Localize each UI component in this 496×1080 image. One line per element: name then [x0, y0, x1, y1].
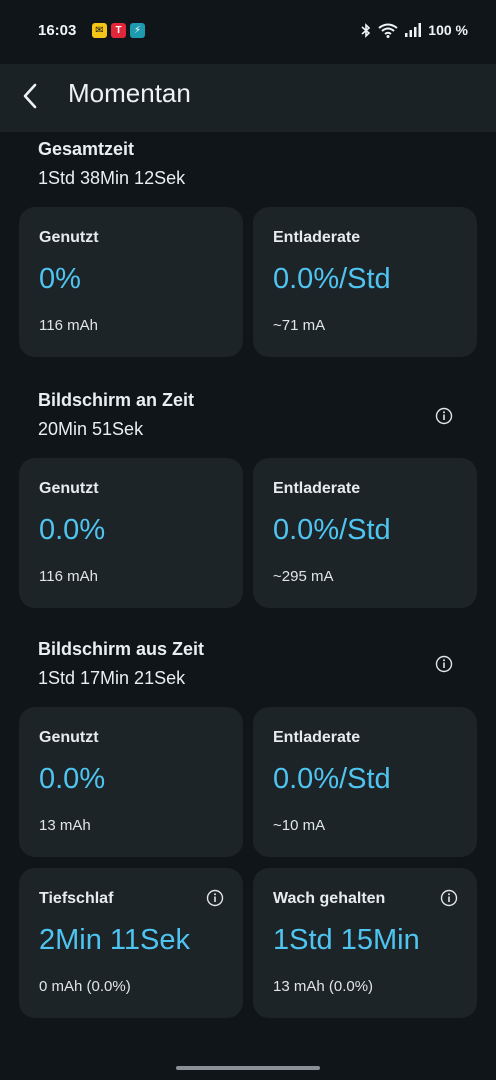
back-button[interactable]	[10, 76, 50, 116]
info-icon[interactable]	[434, 406, 454, 426]
card-label: Genutzt	[39, 229, 99, 246]
section-screen-on-value: 20Min 51Sek	[38, 419, 144, 439]
card-sub: ~295 mA	[273, 568, 334, 585]
page-title: Momentan	[68, 78, 191, 108]
back-arrow-icon	[23, 83, 37, 109]
card-label: Wach gehalten	[273, 890, 386, 907]
card-value: 0.0%/Std	[273, 263, 391, 295]
teal-bolt-icon: ⚡	[130, 23, 145, 38]
card-value: 0.0%/Std	[273, 514, 391, 546]
section-screen-on-title: Bildschirm an Zeit	[38, 390, 195, 410]
info-icon[interactable]	[434, 654, 454, 674]
battery-percent: 100 %	[428, 22, 468, 38]
status-icons: 100 %	[361, 22, 468, 38]
card-label: Entladerate	[273, 480, 361, 497]
card-value: 0.0%/Std	[273, 763, 391, 795]
section-total-value: 1Std 38Min 12Sek	[38, 168, 186, 188]
info-icon[interactable]	[205, 888, 225, 908]
card-sub: 0 mAh (0.0%)	[39, 978, 131, 995]
card-value: 0.0%	[39, 514, 106, 546]
section-total-title: Gesamtzeit	[38, 139, 135, 159]
signal-icon	[405, 23, 422, 37]
card-screen-off-rate: Entladerate 0.0%/Std ~10 mA	[253, 707, 477, 857]
card-screen-on-used: Genutzt 0.0% 116 mAh	[19, 458, 243, 608]
card-sub: 13 mAh (0.0%)	[273, 978, 374, 995]
card-sub: ~71 mA	[273, 317, 326, 334]
card-total-used: Genutzt 0% 116 mAh	[19, 207, 243, 357]
card-kept-awake: Wach gehalten 1Std 15Min 13 mAh (0.0%)	[253, 868, 477, 1018]
card-value: 0%	[39, 263, 81, 295]
card-label: Genutzt	[39, 480, 99, 497]
card-value: 2Min 11Sek	[39, 924, 190, 956]
card-deep-sleep: Tiefschlaf 2Min 11Sek 0 mAh (0.0%)	[19, 868, 243, 1018]
card-label: Entladerate	[273, 229, 361, 246]
card-sub: 116 mAh	[39, 568, 98, 585]
app-header: Momentan	[0, 64, 496, 132]
red-app-icon: T	[111, 23, 126, 38]
card-label: Genutzt	[39, 729, 99, 746]
status-bar: 16:03 ✉ T ⚡ 100 %	[0, 0, 496, 64]
info-icon[interactable]	[439, 888, 459, 908]
wifi-icon	[378, 23, 398, 38]
section-screen-off-value: 1Std 17Min 21Sek	[38, 668, 186, 688]
card-sub: 13 mAh	[39, 817, 91, 834]
orange-app-icon: ✉	[92, 23, 107, 38]
bluetooth-icon	[361, 22, 371, 38]
status-time: 16:03	[38, 22, 77, 39]
card-label: Entladerate	[273, 729, 361, 746]
card-label: Tiefschlaf	[39, 890, 114, 907]
card-screen-off-used: Genutzt 0.0% 13 mAh	[19, 707, 243, 857]
card-value: 1Std 15Min	[273, 924, 420, 956]
gesture-nav-bar[interactable]	[176, 1066, 320, 1070]
card-total-rate: Entladerate 0.0%/Std ~71 mA	[253, 207, 477, 357]
section-screen-off-title: Bildschirm aus Zeit	[38, 639, 205, 659]
card-sub: 116 mAh	[39, 317, 98, 334]
card-sub: ~10 mA	[273, 817, 326, 834]
card-value: 0.0%	[39, 763, 106, 795]
card-screen-on-rate: Entladerate 0.0%/Std ~295 mA	[253, 458, 477, 608]
